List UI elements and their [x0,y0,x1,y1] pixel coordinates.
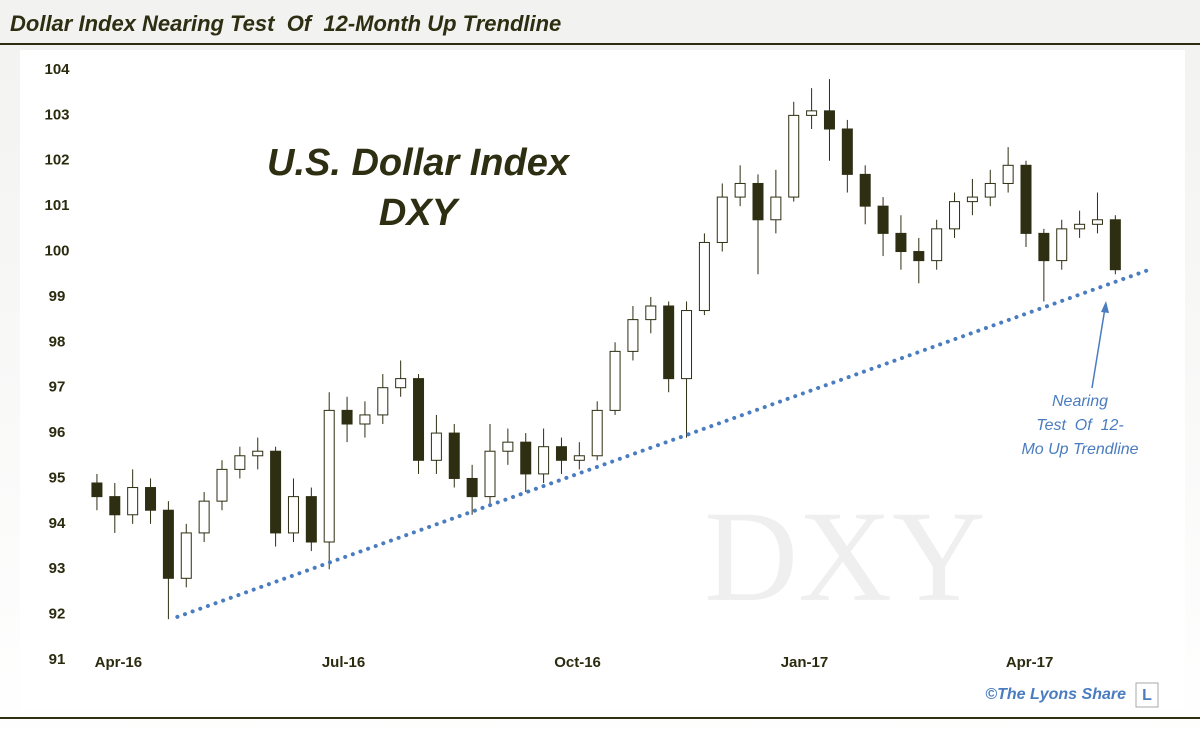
x-tick-label: Apr-17 [1006,654,1054,671]
candle-body [430,432,442,461]
candle-body [323,409,335,543]
candle-body [823,110,835,130]
subtitle: U.S. Dollar Index [267,142,571,184]
logo-box [1135,682,1159,708]
candle-body [234,455,246,470]
candle-body [180,532,192,579]
candle-body [716,196,728,243]
y-tick-label: 92 [49,606,66,623]
candle-body [788,114,800,198]
candle-body [1002,164,1014,184]
candle-body [162,509,174,579]
candle-body [966,196,978,203]
candle-body [859,173,871,207]
candle-body [931,228,943,262]
candle-body [770,196,782,221]
candle-body [270,450,282,534]
candle-body [1020,164,1032,234]
candle-body [109,496,121,516]
subtitle: DXY [379,192,461,234]
candle-body [216,468,228,502]
trendline [175,267,1152,619]
candle-body [466,477,478,498]
x-tick-label: Apr-16 [95,654,143,671]
candle-body [752,182,764,221]
y-tick-label: 95 [49,469,66,486]
candle-body [395,378,407,389]
credit: ©The Lyons Share [985,686,1126,703]
x-tick-label: Jul-16 [322,654,365,671]
y-tick-label: 94 [49,515,66,532]
candle-body [145,487,157,511]
candle-body [984,182,996,198]
candle-body [1038,232,1050,262]
candle-body [377,387,389,416]
candle-body [913,251,925,262]
plot-background [20,50,1185,710]
candle-body [949,201,961,230]
candle-body [895,232,907,253]
annotation-arrow [1091,307,1106,389]
annotation: Test Of 12- [1036,417,1123,434]
candle-body [841,128,853,175]
candle-body [198,500,210,534]
candle-body [305,496,317,543]
chart-title: Dollar Index Nearing Test Of 12-Month Up… [10,11,561,36]
logo: L [1142,687,1152,704]
watermark: DXY [704,485,986,629]
candle-body [538,446,550,475]
candle-body [341,409,353,425]
y-tick-label: 103 [44,106,69,123]
y-tick-label: 100 [44,243,69,260]
y-tick-label: 98 [49,333,66,350]
y-tick-label: 99 [49,288,66,305]
candle-body [698,241,710,312]
x-tick-label: Oct-16 [554,654,601,671]
candle-body [806,110,818,116]
candle-body [502,441,514,452]
candle-body [591,409,603,457]
candle-body [127,487,139,516]
y-tick-label: 97 [49,379,66,396]
candle-body [627,319,639,352]
candle-body [1091,219,1103,225]
candle-body [609,350,621,411]
x-tick-label: Jan-17 [781,654,829,671]
y-tick-label: 101 [44,197,69,214]
y-tick-label: 104 [44,61,70,78]
candle-body [287,496,299,534]
candle-body [91,482,103,498]
candle-body [681,310,693,380]
candle-body [520,441,532,475]
candle-body [413,378,425,461]
candle-body [1109,219,1121,271]
candle-body [1074,223,1086,230]
candle-body [645,305,657,321]
y-tick-label: 102 [44,152,69,169]
candle-body [448,432,460,479]
annotation: Nearing [1052,393,1108,410]
candle-body [359,414,371,425]
arrow-head [1101,301,1109,313]
candle-body [1056,228,1068,262]
candle-body [663,305,675,380]
y-tick-label: 96 [49,424,66,441]
annotation: Mo Up Trendline [1021,441,1138,458]
candle-body [877,205,889,234]
candle-body [573,455,585,461]
candle-body [555,446,567,461]
candle-body [484,450,496,498]
y-tick-label: 93 [49,560,66,577]
y-tick-label: 91 [49,651,66,668]
candle-body [252,450,264,457]
candle-body [734,182,746,198]
